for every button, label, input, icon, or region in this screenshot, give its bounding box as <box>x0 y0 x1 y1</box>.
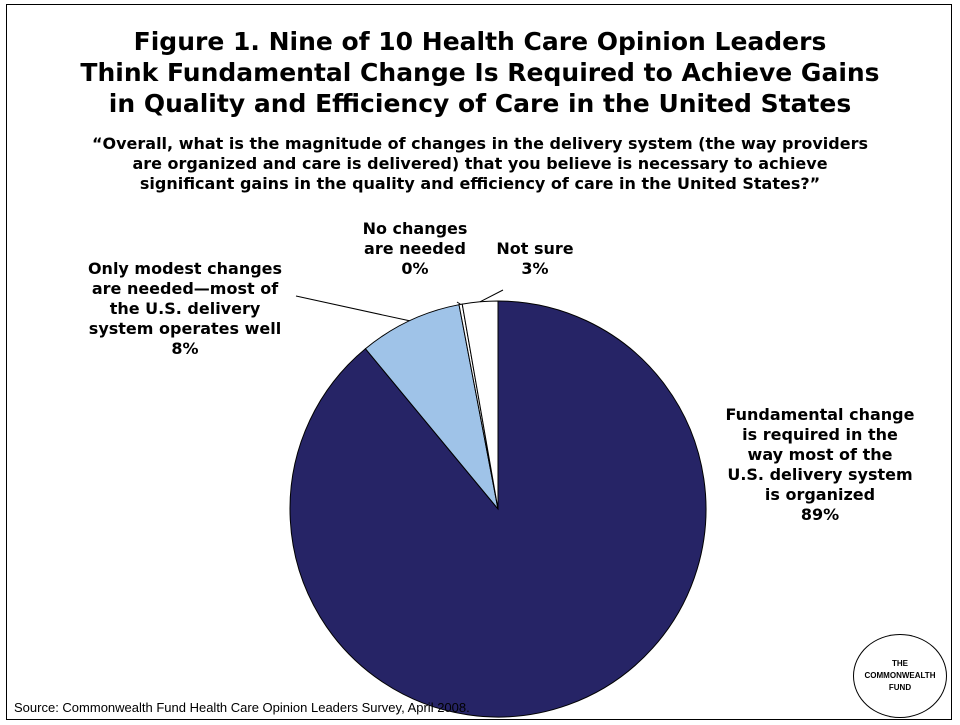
chart-frame <box>6 4 952 720</box>
chart-subtitle: “Overall, what is the magnitude of chang… <box>91 134 869 193</box>
chart-title: Figure 1. Nine of 10 Health Care Opinion… <box>80 27 880 118</box>
leader-line-not-sure <box>479 289 504 303</box>
slice-label-no-changes: No changes are needed 0% <box>362 219 468 278</box>
commonwealth-fund-logo: THE COMMONWEALTH FUND <box>853 634 947 718</box>
slice-label-modest: Only modest changes are needed—most of t… <box>87 259 283 358</box>
leader-line-modest <box>295 295 410 322</box>
leader-line-no-changes <box>456 301 461 305</box>
source-note: Source: Commonwealth Fund Health Care Op… <box>14 700 470 715</box>
slice-label-fundamental: Fundamental change is required in the wa… <box>725 405 915 524</box>
slice-label-not-sure: Not sure 3% <box>496 239 574 278</box>
slice-modest <box>364 304 499 510</box>
